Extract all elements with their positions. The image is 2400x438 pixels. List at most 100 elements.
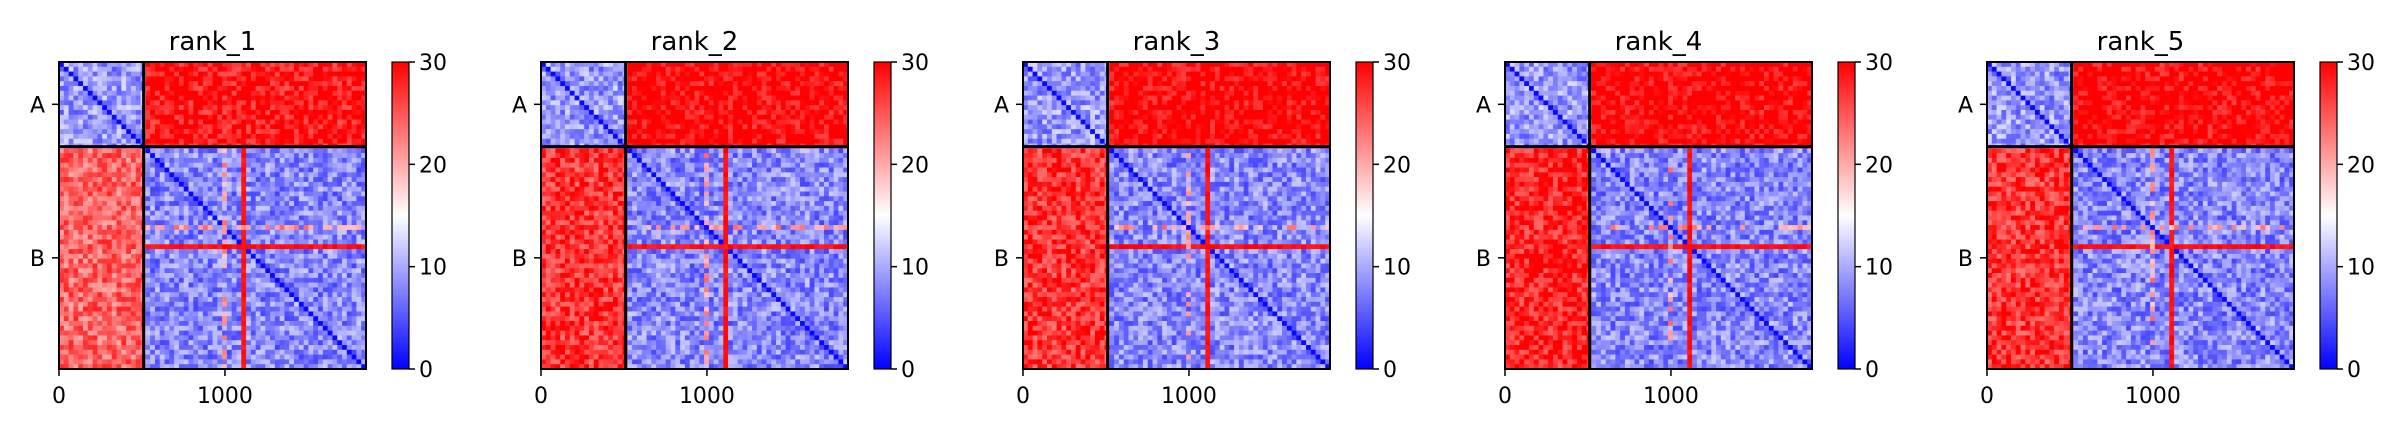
heatmap-cell [121,148,127,154]
heatmap-cell [332,129,338,135]
heatmap-cell [174,249,180,255]
heatmap-cell [351,215,358,221]
heatmap-cell [145,349,151,356]
heatmap-cell [87,345,94,351]
heatmap-cell [274,109,281,116]
heatmap-cell [126,229,132,236]
heatmap-cell [819,66,825,73]
heatmap-cell [284,244,290,250]
heatmap-cell [550,62,556,68]
heatmap-cell [723,85,729,92]
heatmap-cell [236,263,242,269]
heatmap-cell [564,95,571,101]
heatmap-cell [342,354,348,361]
heatmap-cell [97,85,103,92]
heatmap-cell [265,244,271,250]
heatmap-cell [183,239,190,245]
heatmap-cell [106,196,113,202]
heatmap-cell [584,85,590,92]
heatmap-cell [63,340,70,346]
heatmap-cell [73,321,79,327]
heatmap-cell [260,273,266,279]
heatmap-cell [351,90,358,97]
heatmap-cell [169,191,175,197]
heatmap-cell [742,66,748,73]
heatmap-cell [684,66,691,73]
heatmap-cell [327,364,334,370]
heatmap-cell [322,85,329,92]
heatmap-cell [800,81,806,87]
heatmap-cell [361,359,367,365]
heatmap-cell [308,345,314,351]
heatmap-cell [121,76,127,82]
heatmap-cell [130,325,137,332]
heatmap-cell [183,258,190,265]
heatmap-cell [279,345,286,351]
heatmap-cell [126,249,132,255]
heatmap-cell [193,205,199,212]
heatmap-cell [106,105,113,111]
heatmap-cell [82,100,89,106]
heatmap-cell [164,277,170,284]
heatmap-cell [246,196,252,202]
heatmap-cell [318,210,324,217]
heatmap-cell [303,268,310,274]
heatmap-cell [795,119,801,125]
heatmap-cell [130,205,137,212]
heatmap-cell [202,66,209,73]
heatmap-cell [308,364,314,370]
heatmap-cell [342,109,348,116]
heatmap-cell [111,340,118,346]
heatmap-cell [183,335,190,341]
heatmap-cell [298,215,305,221]
heatmap-cell [588,90,595,97]
heatmap-cell [313,263,319,269]
heatmap-cell [92,268,98,274]
heatmap-cell [121,249,127,255]
heatmap-cell [236,85,242,92]
heatmap-cell [814,81,820,87]
heatmap-cell [183,66,190,73]
heatmap-cell [150,268,156,274]
heatmap-cell [183,273,190,279]
heatmap-cell [752,95,758,101]
heatmap-cell [824,62,830,68]
heatmap-cell [771,85,777,92]
heatmap-cell [241,167,247,173]
heatmap-cell [250,66,257,73]
heatmap-cell [102,282,108,289]
heatmap-cell [178,129,185,135]
heatmap-cell [356,124,362,130]
heatmap-cell [361,292,367,298]
heatmap-cell [111,325,118,332]
heatmap-cell [800,100,806,106]
heatmap-cell [274,340,281,346]
heatmap-cell [164,85,170,92]
heatmap-cell [87,225,94,231]
heatmap-cell [193,292,199,298]
heatmap-cell [274,129,281,135]
heatmap-cell [732,85,739,92]
heatmap-cell [116,66,122,73]
heatmap-cell [289,105,295,111]
heatmap-cell [178,253,185,260]
heatmap-cell [298,330,305,337]
heatmap-cell [327,157,334,164]
heatmap-cell [752,114,758,121]
heatmap-cell [87,119,94,125]
heatmap-cell [207,354,214,361]
heatmap-cell [289,186,295,193]
heatmap-cell [356,345,362,351]
heatmap-cell [111,263,118,269]
heatmap-cell [92,273,98,279]
heatmap-cell [675,100,681,106]
heatmap-cell [742,71,748,77]
heatmap-cell [135,268,142,274]
heatmap-cell [226,249,233,255]
heatmap-cell [212,133,218,140]
heatmap-cell [636,62,643,68]
heatmap-cell [116,100,122,106]
heatmap-cell [92,76,98,82]
heatmap-cell [246,268,252,274]
heatmap-cell [255,316,262,322]
